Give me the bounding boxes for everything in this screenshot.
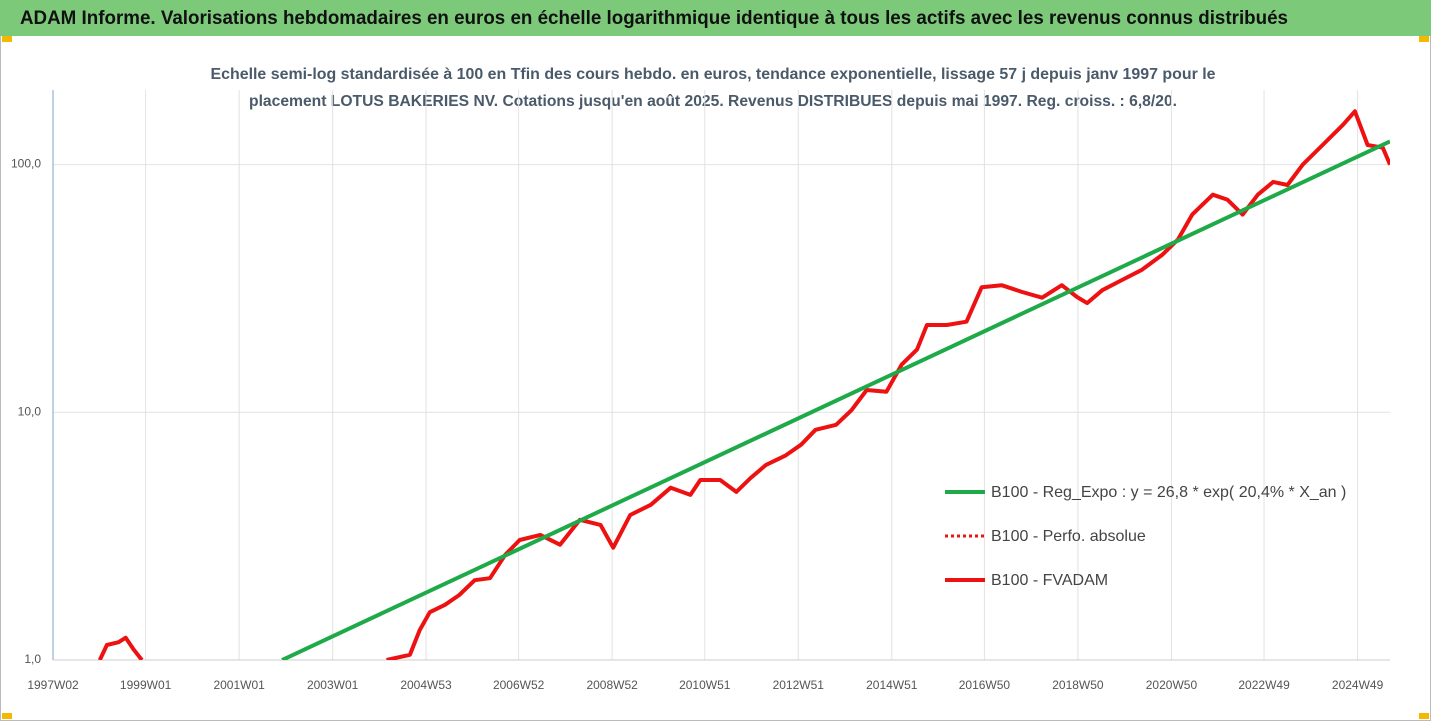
corner-mark (2, 713, 12, 719)
header-bar (0, 0, 1431, 36)
y-tick-label: 1,0 (24, 652, 41, 666)
x-tick-label: 2022W49 (1238, 678, 1290, 692)
y-tick-label: 100,0 (11, 157, 41, 171)
x-tick-label: 2018W50 (1052, 678, 1104, 692)
x-tick-label: 2003W01 (307, 678, 359, 692)
corner-mark (2, 36, 12, 42)
corner-mark (1419, 713, 1429, 719)
chart-subtitle: Echelle semi-log standardisée à 100 en T… (211, 66, 1216, 83)
x-tick-label: 2008W52 (586, 678, 638, 692)
x-tick-label: 2020W50 (1146, 678, 1198, 692)
legend-label: B100 - FVADAM (991, 572, 1108, 589)
x-tick-label: 2014W51 (866, 678, 918, 692)
y-tick-label: 10,0 (18, 404, 42, 418)
chart-title: ADAM Informe. Valorisations hebdomadaire… (20, 8, 1288, 29)
legend-label: B100 - Reg_Expo : y = 26,8 * exp( 20,4% … (991, 484, 1346, 501)
x-tick-label: 2024W49 (1332, 678, 1384, 692)
x-tick-label: 2006W52 (493, 678, 545, 692)
x-tick-label: 2001W01 (213, 678, 265, 692)
x-tick-label: 1997W02 (27, 678, 79, 692)
series-line (281, 139, 1390, 660)
x-tick-label: 1999W01 (120, 678, 172, 692)
x-tick-label: 2004W53 (400, 678, 452, 692)
legend-label: B100 - Perfo. absolue (991, 528, 1146, 545)
chart-subtitle: placement LOTUS BAKERIES NV. Cotations j… (249, 93, 1177, 110)
corner-mark (1419, 36, 1429, 42)
x-tick-label: 2010W51 (679, 678, 731, 692)
x-tick-label: 2012W51 (773, 678, 825, 692)
x-tick-label: 2016W50 (959, 678, 1011, 692)
